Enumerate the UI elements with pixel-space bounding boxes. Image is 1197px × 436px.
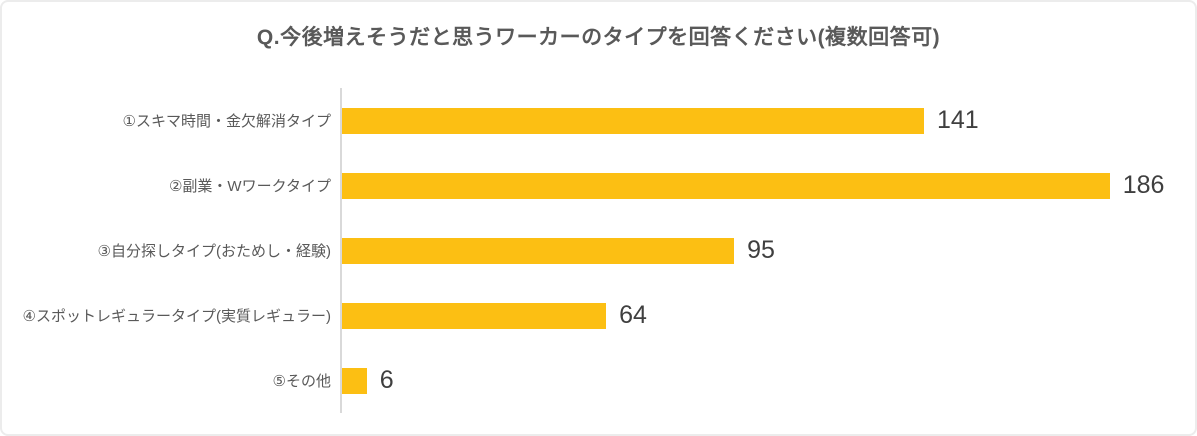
bar-row: ①スキマ時間・金欠解消タイプ 141 (2, 88, 1195, 153)
category-label: ③自分探しタイプ(おためし・経験) (97, 243, 331, 260)
bar (342, 237, 735, 264)
chart-title: Q.今後増えそうだと思うワーカーのタイプを回答ください(複数回答可) (256, 26, 941, 49)
bar-chart-plot: ①スキマ時間・金欠解消タイプ 141 ②副業・Wワークタイプ 186 ③自分探し… (2, 88, 1195, 413)
plot-area-row: 186 (340, 153, 1195, 218)
value-label: 141 (936, 106, 979, 134)
value-label: 6 (379, 366, 394, 394)
category-label: ②副業・Wワークタイプ (168, 178, 331, 195)
bar-row: ③自分探しタイプ(おためし・経験) 95 (2, 218, 1195, 283)
bar-row: ②副業・Wワークタイプ 186 (2, 153, 1195, 218)
plot-area-row: 95 (340, 218, 1195, 283)
bar (342, 302, 607, 329)
category-label: ⑤その他 (272, 373, 331, 390)
value-label: 95 (747, 236, 775, 264)
value-label: 64 (619, 301, 647, 329)
bar-row: ⑤その他 6 (2, 348, 1195, 413)
bar (342, 172, 1110, 199)
bar (342, 367, 367, 394)
category-label: ①スキマ時間・金欠解消タイプ (122, 113, 331, 130)
plot-area-row: 141 (340, 88, 1195, 153)
category-label: ④スポットレギュラータイプ(実質レギュラー) (22, 308, 331, 325)
value-label: 186 (1122, 171, 1165, 199)
plot-area-row: 6 (340, 348, 1195, 413)
bar-row: ④スポットレギュラータイプ(実質レギュラー) 64 (2, 283, 1195, 348)
plot-area-row: 64 (340, 283, 1195, 348)
bar (342, 107, 924, 134)
